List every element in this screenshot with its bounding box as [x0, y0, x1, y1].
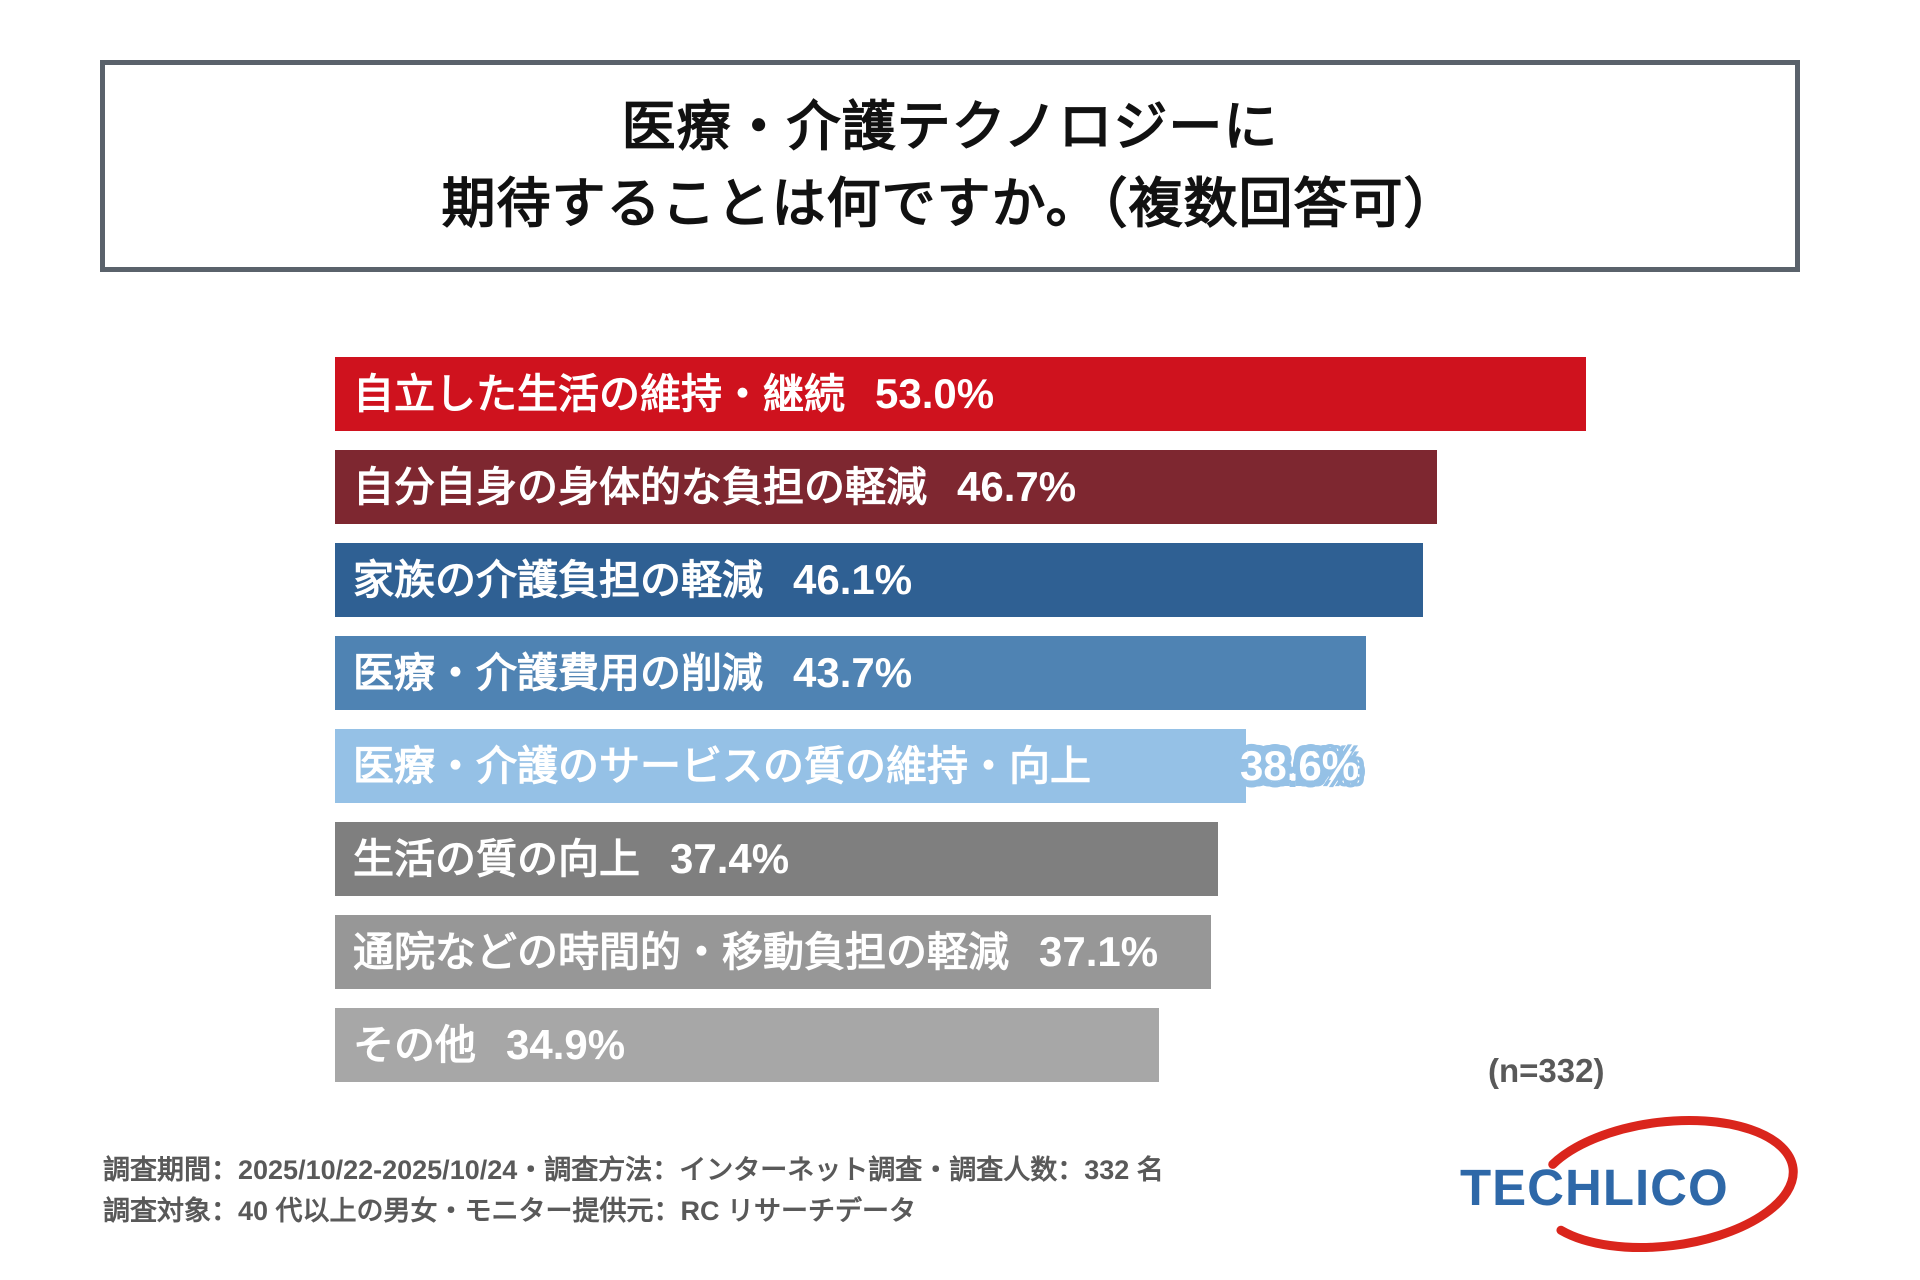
bar-label: 通院などの時間的・移動負担の軽減: [353, 929, 1009, 975]
bar-row: 通院などの時間的・移動負担の軽減 37.1%: [335, 915, 1211, 989]
bar-value: 37.4%: [670, 835, 790, 882]
bar-value: 34.9%: [506, 1021, 626, 1068]
bar-value: 53.0%: [875, 370, 995, 417]
survey-meta-line-2: 調査対象：40 代以上の男女・モニター提供元：RC リサーチデータ: [103, 1196, 917, 1226]
bar-value: 43.7%: [793, 649, 913, 696]
bar-value: 46.1%: [793, 556, 913, 603]
title-line-2: 期待することは何ですか。（複数回答可）: [441, 174, 1459, 234]
bar-label: 家族の介護負担の軽減: [353, 557, 763, 603]
bar-label: 医療・介護費用の削減: [353, 650, 763, 696]
bar-row: 医療・介護費用の削減 43.7%: [335, 636, 1366, 710]
bar-label: 生活の質の向上: [353, 836, 640, 882]
bar-label: 医療・介護のサービスの質の維持・向上: [353, 743, 1091, 789]
bar-value: 46.7%: [957, 463, 1077, 510]
bar-row: 生活の質の向上 37.4%: [335, 822, 1218, 896]
survey-question-title-box: 医療・介護テクノロジーに 期待することは何ですか。（複数回答可）: [100, 60, 1800, 272]
logo-ring-icon: [1532, 1115, 1798, 1253]
bar-row: 自分自身の身体的な負担の軽減 46.7%: [335, 450, 1437, 524]
bar-label: その他: [353, 1022, 476, 1068]
techlico-logo: TECHLICO: [1450, 1105, 1820, 1265]
survey-meta-line-1: 調査期間：2025/10/22-2025/10/24・調査方法：インターネット調…: [103, 1155, 1164, 1185]
bar-row: 自立した生活の維持・継続 53.0%: [335, 357, 1586, 431]
sample-size-note: (n=332): [1488, 1052, 1605, 1089]
bar-label: 自分自身の身体的な負担の軽減: [353, 464, 927, 510]
bar-value: 37.1%: [1039, 928, 1159, 975]
bar-label: 自立した生活の維持・継続: [353, 371, 845, 417]
bar-row: 家族の介護負担の軽減 46.1%: [335, 543, 1423, 617]
title-line-1: 医療・介護テクノロジーに: [621, 97, 1279, 157]
survey-meta: 調査期間：2025/10/22-2025/10/24・調査方法：インターネット調…: [103, 1150, 1164, 1232]
bar-chart: 自立した生活の維持・継続 53.0% 自分自身の身体的な負担の軽減 46.7% …: [335, 357, 1795, 1101]
bar-row: 医療・介護のサービスの質の維持・向上 38.6%: [335, 729, 1359, 803]
logo-text: TECHLICO: [1460, 1159, 1729, 1216]
bar-value-overflow: 38.6%: [1240, 742, 1360, 789]
bar-row: その他 34.9%: [335, 1008, 1159, 1082]
